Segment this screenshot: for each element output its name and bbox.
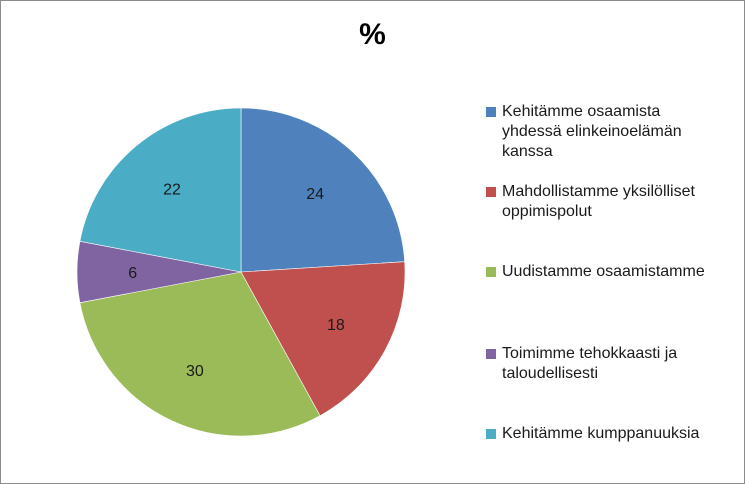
pie-slice <box>240 107 405 273</box>
legend-label: Toimimme tehokkaasti ja taloudellisesti <box>502 345 678 382</box>
legend-label: Uudistamme osaamistamme <box>502 263 705 280</box>
pie-slice <box>79 271 321 437</box>
data-label: 30 <box>186 363 204 380</box>
data-label: 24 <box>306 186 324 203</box>
legend-item: Kehitämme osaamista yhdessä elinkeinoelä… <box>486 102 736 162</box>
pie-slice <box>240 261 406 417</box>
pie-slice <box>79 107 242 273</box>
legend-item: Toimimme tehokkaasti ja taloudellisesti <box>486 344 736 384</box>
data-label: 18 <box>327 317 345 334</box>
legend-item: Mahdollistamme yksilölliset oppimispolut <box>486 182 736 222</box>
legend-label: Kehitämme kumppanuuksia <box>502 425 700 442</box>
legend-label: Mahdollistamme yksilölliset oppimispolut <box>502 183 695 220</box>
legend-swatch <box>486 267 496 277</box>
data-label: 6 <box>128 265 137 282</box>
legend-swatch <box>486 107 496 117</box>
legend-swatch <box>486 187 496 197</box>
chart-title: % <box>359 18 386 51</box>
legend-swatch <box>486 429 496 439</box>
legend-swatch <box>486 349 496 359</box>
data-label: 22 <box>163 182 181 199</box>
legend-item: Kehitämme kumppanuuksia <box>486 424 736 444</box>
legend-label: Kehitämme osaamista yhdessä elinkeinoelä… <box>502 103 682 160</box>
legend-item: Uudistamme osaamistamme <box>486 262 736 282</box>
